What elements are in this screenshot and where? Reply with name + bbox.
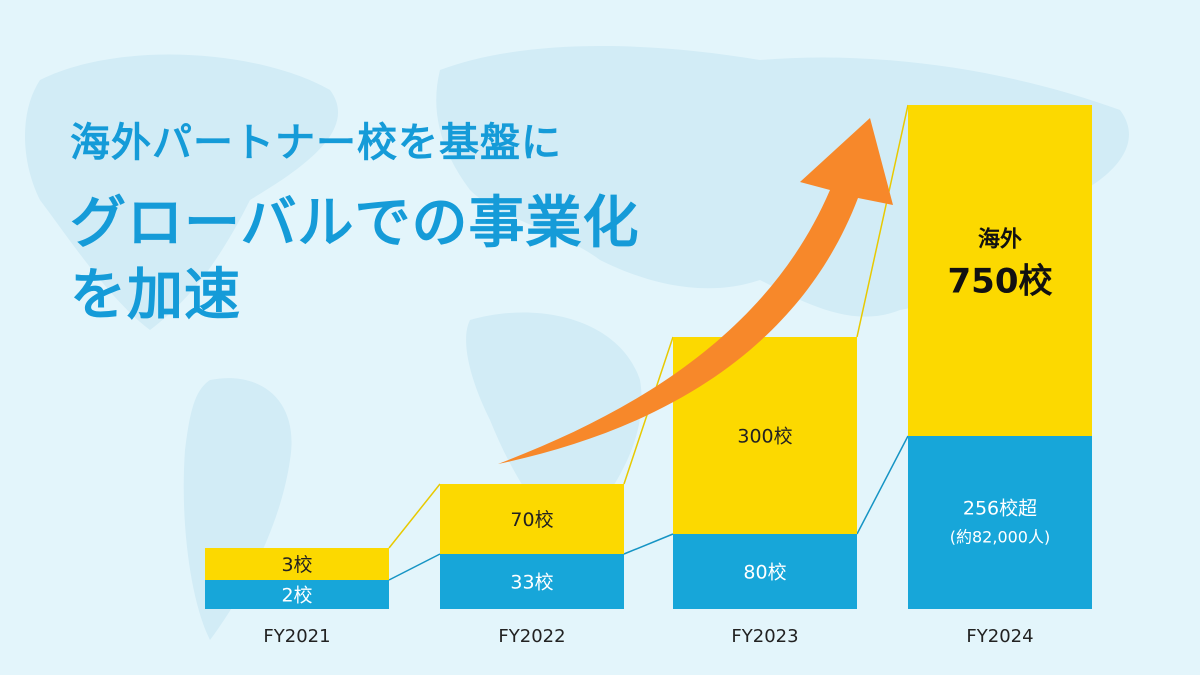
connector-domestic	[623, 533, 674, 555]
data-label-overseas: 70校	[510, 509, 553, 531]
x-tick-label: FY2022	[498, 626, 565, 647]
data-label-overseas: 300校	[737, 426, 792, 448]
headline-line-3: を加速	[70, 263, 241, 328]
data-label-domestic: 80校	[743, 562, 786, 584]
x-tick-label: FY2021	[263, 626, 330, 647]
data-label-domestic: 33校	[510, 572, 553, 594]
data-label-overseas: 3校	[281, 554, 312, 576]
x-tick-label: FY2023	[731, 626, 798, 647]
headline-line-2: グローバルでの事業化	[70, 191, 640, 256]
annotation-overseas: 海外	[978, 227, 1022, 253]
bar-domestic-fy2023	[673, 534, 857, 609]
growth-arrow-shape	[498, 118, 893, 464]
data-label-domestic: 256校超	[963, 498, 1037, 520]
data-sublabel-domestic: (約82,000人)	[950, 528, 1050, 547]
bar-domestic-fy2024	[908, 436, 1092, 609]
connector-domestic	[388, 553, 441, 581]
growth-arrow	[498, 118, 893, 464]
connector-overseas	[856, 104, 909, 338]
x-tick-label: FY2024	[966, 626, 1033, 647]
connector-domestic	[856, 435, 909, 535]
connector-overseas	[388, 483, 441, 549]
bar-domestic-fy2022	[440, 554, 624, 609]
bar-overseas-fy2021	[205, 548, 389, 580]
bar-labels-group: FY2021 2校 3校 FY2022 33校 70校 FY2023 80校 300校 FY202…	[263, 227, 1052, 648]
bar-overseas-fy2024	[908, 105, 1092, 436]
bars-group	[205, 105, 1092, 609]
headline-line-1: 海外パートナー校を基盤に	[70, 120, 562, 166]
data-label-overseas: 750校	[948, 262, 1053, 302]
bar-overseas-fy2022	[440, 484, 624, 554]
data-label-domestic: 2校	[281, 585, 312, 607]
bar-domestic-fy2021	[205, 580, 389, 609]
